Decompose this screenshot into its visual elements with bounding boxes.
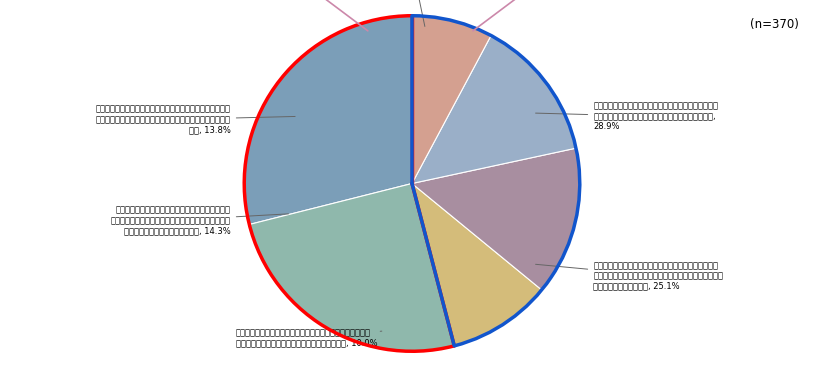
- Text: 進路を東京から
地方に変更: 進路を東京から 地方に変更: [473, 0, 601, 31]
- Wedge shape: [412, 36, 576, 184]
- Wedge shape: [412, 16, 491, 184]
- Wedge shape: [412, 184, 541, 346]
- Text: その他, 7.8%: その他, 7.8%: [393, 0, 438, 26]
- Wedge shape: [244, 16, 412, 225]
- Wedge shape: [412, 148, 580, 290]
- Text: 東京圏での就職を希望していたが、感染リスクが高いた
め将来は地方圏での就職を検討・または予定している,
28.9%: 東京圏での就職を希望していたが、感染リスクが高いた め将来は地方圏での就職を検討…: [536, 102, 719, 131]
- Text: 東京圏での就職を希望していたが、東京圏の企業の採用
条件が厳しくなっているため、将来は地方圏での就職を検
討・または予定している, 25.1%: 東京圏での就職を希望していたが、東京圏の企業の採用 条件が厳しくなっているため、…: [536, 261, 723, 291]
- Wedge shape: [250, 184, 454, 351]
- Text: (n=370): (n=370): [751, 18, 799, 31]
- Text: リモートワークが一般的になり、東京圏に住まずに東京圏の
企業で働けるようになったため、東京圏での就職を検討して
いる, 13.8%: リモートワークが一般的になり、東京圏に住まずに東京圏の 企業で働けるようになった…: [96, 105, 295, 135]
- Text: 進路を地方から
東京に変更: 進路を地方から 東京に変更: [243, 0, 368, 31]
- Text: 地方圏での就職を希望していたが、感染リスクが高いため将
来は東京圏での就職を検討・または予定している, 10.0%: 地方圏での就職を希望していたが、感染リスクが高いため将 来は東京圏での就職を検討…: [236, 328, 382, 348]
- Text: 地方圏での就職を希望していたが、地方圏の企業の
採用条件が厳しくなっているため、将来は東京圏での
就職を検討・または予定している, 14.3%: 地方圏での就職を希望していたが、地方圏の企業の 採用条件が厳しくなっているため、…: [110, 206, 288, 235]
